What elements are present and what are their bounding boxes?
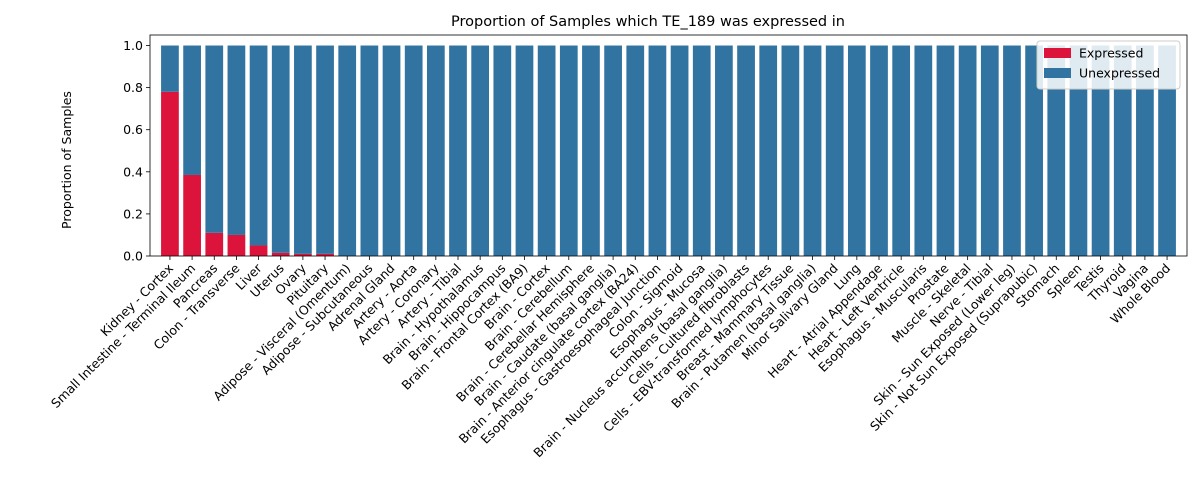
bar-unexpressed-34 xyxy=(914,45,933,256)
legend-box xyxy=(1036,40,1181,90)
y-tick-label: 0.0 xyxy=(123,249,143,264)
bar-unexpressed-4 xyxy=(249,45,268,246)
bar-unexpressed-36 xyxy=(958,45,977,256)
bar-expressed-1 xyxy=(183,174,201,256)
y-axis-label: Proportion of Samples xyxy=(59,91,74,229)
bar-expressed-7 xyxy=(316,253,334,256)
bar-unexpressed-26 xyxy=(737,45,755,256)
bar-unexpressed-14 xyxy=(471,45,490,256)
bar-unexpressed-17 xyxy=(537,45,556,256)
bar-unexpressed-9 xyxy=(360,45,379,256)
bar-unexpressed-43 xyxy=(1113,45,1132,256)
bar-unexpressed-10 xyxy=(382,45,401,256)
bars-group xyxy=(161,45,1176,256)
bar-unexpressed-40 xyxy=(1047,45,1066,256)
bar-unexpressed-20 xyxy=(604,45,622,256)
bar-unexpressed-37 xyxy=(980,45,999,256)
bar-expressed-3 xyxy=(227,234,246,256)
bar-unexpressed-1 xyxy=(183,45,201,175)
legend: Expressed Unexpressed xyxy=(1036,40,1181,90)
chart-title: Proportion of Samples which TE_189 was e… xyxy=(451,14,845,30)
y-tick-label: 0.8 xyxy=(123,80,143,95)
bar-unexpressed-30 xyxy=(825,45,844,256)
bar-unexpressed-11 xyxy=(404,45,423,256)
bar-expressed-4 xyxy=(249,245,268,256)
bar-unexpressed-6 xyxy=(294,45,312,254)
bar-expressed-0 xyxy=(161,91,179,256)
bar-unexpressed-7 xyxy=(316,45,334,254)
legend-swatch-expressed xyxy=(1044,48,1071,58)
bar-unexpressed-33 xyxy=(892,45,911,256)
bar-unexpressed-8 xyxy=(338,45,357,256)
bar-unexpressed-41 xyxy=(1069,45,1088,256)
bar-unexpressed-13 xyxy=(449,45,467,256)
bar-unexpressed-29 xyxy=(803,45,822,256)
y-tick-label: 0.6 xyxy=(123,122,143,137)
bar-unexpressed-35 xyxy=(936,45,955,256)
bar-unexpressed-42 xyxy=(1091,45,1110,256)
legend-label-unexpressed: Unexpressed xyxy=(1079,66,1160,81)
bar-expressed-6 xyxy=(294,253,312,256)
bar-unexpressed-2 xyxy=(205,45,224,233)
bar-unexpressed-32 xyxy=(870,45,888,256)
bar-unexpressed-12 xyxy=(426,45,445,256)
axes-group xyxy=(149,34,1188,257)
bar-unexpressed-38 xyxy=(1003,45,1021,256)
bar-unexpressed-0 xyxy=(161,45,179,92)
bar-unexpressed-23 xyxy=(670,45,689,256)
bar-unexpressed-5 xyxy=(271,45,290,253)
legend-swatch-unexpressed xyxy=(1044,68,1071,78)
y-tick-label: 1.0 xyxy=(123,38,143,53)
y-tick-label: 0.2 xyxy=(123,206,143,221)
bar-unexpressed-15 xyxy=(493,45,512,256)
bar-expressed-5 xyxy=(271,252,290,256)
bar-unexpressed-3 xyxy=(227,45,246,235)
bar-unexpressed-39 xyxy=(1025,45,1043,256)
y-axis-ticks: 0.0 0.2 0.4 0.6 0.8 1.0 xyxy=(123,38,150,264)
bar-unexpressed-21 xyxy=(626,45,645,256)
bar-unexpressed-19 xyxy=(582,45,600,256)
bar-unexpressed-25 xyxy=(715,45,733,256)
plot-frame xyxy=(149,34,1188,257)
bar-unexpressed-44 xyxy=(1136,45,1154,256)
bar-unexpressed-16 xyxy=(515,45,534,256)
y-tick-label: 0.4 xyxy=(123,164,143,179)
bar-unexpressed-27 xyxy=(759,45,778,256)
legend-label-expressed: Expressed xyxy=(1079,46,1143,61)
bar-unexpressed-31 xyxy=(847,45,866,256)
bar-unexpressed-22 xyxy=(648,45,667,256)
bar-expressed-2 xyxy=(205,232,224,256)
bar-unexpressed-45 xyxy=(1158,45,1176,256)
bar-unexpressed-18 xyxy=(559,45,578,256)
bar-unexpressed-28 xyxy=(781,45,800,256)
bar-unexpressed-24 xyxy=(692,45,711,256)
